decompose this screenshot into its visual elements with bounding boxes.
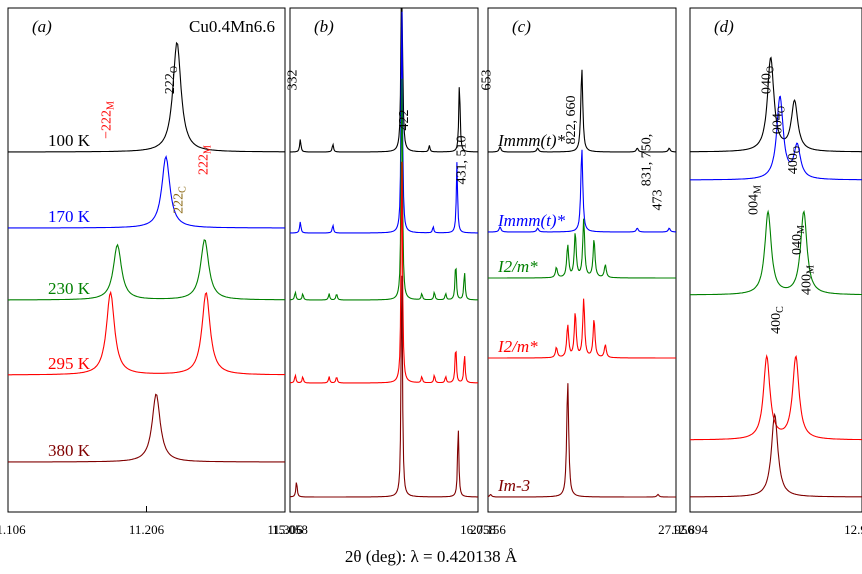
x-axis-label: 2θ (deg): λ = 0.420138 Å xyxy=(345,547,518,566)
x-tick-label: 27.956 xyxy=(658,522,694,537)
series-label: Immm(t)* xyxy=(497,131,566,150)
panel-title: Cu0.4Mn6.6 xyxy=(189,17,275,36)
series-line xyxy=(290,11,478,234)
x-tick-label: 15.058 xyxy=(272,522,308,537)
peak-annotation: 222M xyxy=(196,145,213,175)
panel-label: (d) xyxy=(714,17,734,36)
x-tick-label: 12.994 xyxy=(844,522,862,537)
peak-annotation: 473 xyxy=(651,190,666,211)
series-label: 170 K xyxy=(48,207,91,226)
series-line xyxy=(488,69,677,153)
series-line xyxy=(290,8,479,153)
series-label: 380 K xyxy=(48,441,91,460)
x-tick-label: 12.894 xyxy=(672,522,708,537)
panel-1: (b) 332 422 431, 510 15.058 16.058 xyxy=(272,7,496,537)
panel-frame xyxy=(689,7,862,513)
series-line xyxy=(488,149,677,233)
series-label: I2/m* xyxy=(497,257,538,276)
peak-annotation: 004O xyxy=(770,106,787,134)
series-label: 100 K xyxy=(48,131,91,150)
series-line xyxy=(488,298,676,359)
peak-annotation: 831, 750, xyxy=(639,134,654,187)
peak-annotation: 653 xyxy=(480,70,495,91)
series-label: Immm(t)* xyxy=(497,211,566,230)
peak-annotation: 040O xyxy=(760,66,777,94)
series-line xyxy=(690,209,862,296)
panel-frame xyxy=(7,7,286,513)
peak-annotation: 222C xyxy=(172,186,189,214)
peak-annotation: 040M xyxy=(790,225,807,255)
peak-annotation: −222M xyxy=(99,101,116,139)
peak-annotation: 004M xyxy=(746,185,763,215)
x-tick-label: 27.156 xyxy=(470,522,506,537)
series-line xyxy=(690,56,862,153)
panel-3: (d) 040O 004O 400O 004M 040M 400M 400C 12.894 12.… xyxy=(672,7,862,537)
series-line xyxy=(8,290,285,376)
series-line xyxy=(289,78,478,301)
series-line xyxy=(289,161,478,384)
x-tick-label: 16.058 xyxy=(460,522,496,537)
series-line xyxy=(8,239,285,301)
peak-annotation: 431, 510 xyxy=(455,136,470,185)
peak-annotation: 400O xyxy=(786,146,803,174)
peak-annotation: 222O xyxy=(163,66,180,94)
peak-annotation: 400M xyxy=(799,265,816,295)
series-line xyxy=(690,412,862,498)
series-label: Im-3 xyxy=(497,476,530,495)
panel-frame xyxy=(289,7,479,513)
series-line xyxy=(487,383,676,498)
series-label: 295 K xyxy=(48,354,91,373)
series-label: 230 K xyxy=(48,279,91,298)
panel-label: (a) xyxy=(32,17,52,36)
series-line xyxy=(8,41,285,153)
series-line xyxy=(289,275,478,498)
x-tick-label: 11.106 xyxy=(0,522,26,537)
peak-annotation: 400C xyxy=(769,306,786,334)
series-line xyxy=(8,155,285,229)
series-line xyxy=(488,218,676,279)
series-label: I2/m* xyxy=(497,337,538,356)
x-tick-label: 11.206 xyxy=(129,522,165,537)
panel-label: (c) xyxy=(512,17,531,36)
panel-label: (b) xyxy=(314,17,334,36)
peak-annotation: 422 xyxy=(397,110,412,131)
peak-annotation: 332 xyxy=(286,70,301,91)
series-line xyxy=(8,393,285,463)
x-tick-label: 11.306 xyxy=(267,522,303,537)
peak-annotation: 822, 660 xyxy=(564,96,579,145)
panel-0: (a) Cu0.4Mn6.6 100 K 170 K 230 K 295 K 380 K 22… xyxy=(0,7,303,537)
panels: (a) Cu0.4Mn6.6 100 K 170 K 230 K 295 K 380 K 22… xyxy=(0,7,862,537)
panel-frame xyxy=(487,7,677,513)
series-line xyxy=(690,95,862,181)
panel-2: (c) Immm(t)* Immm(t)* I2/m* I2/m* Im-3 653 822,… xyxy=(470,7,694,537)
